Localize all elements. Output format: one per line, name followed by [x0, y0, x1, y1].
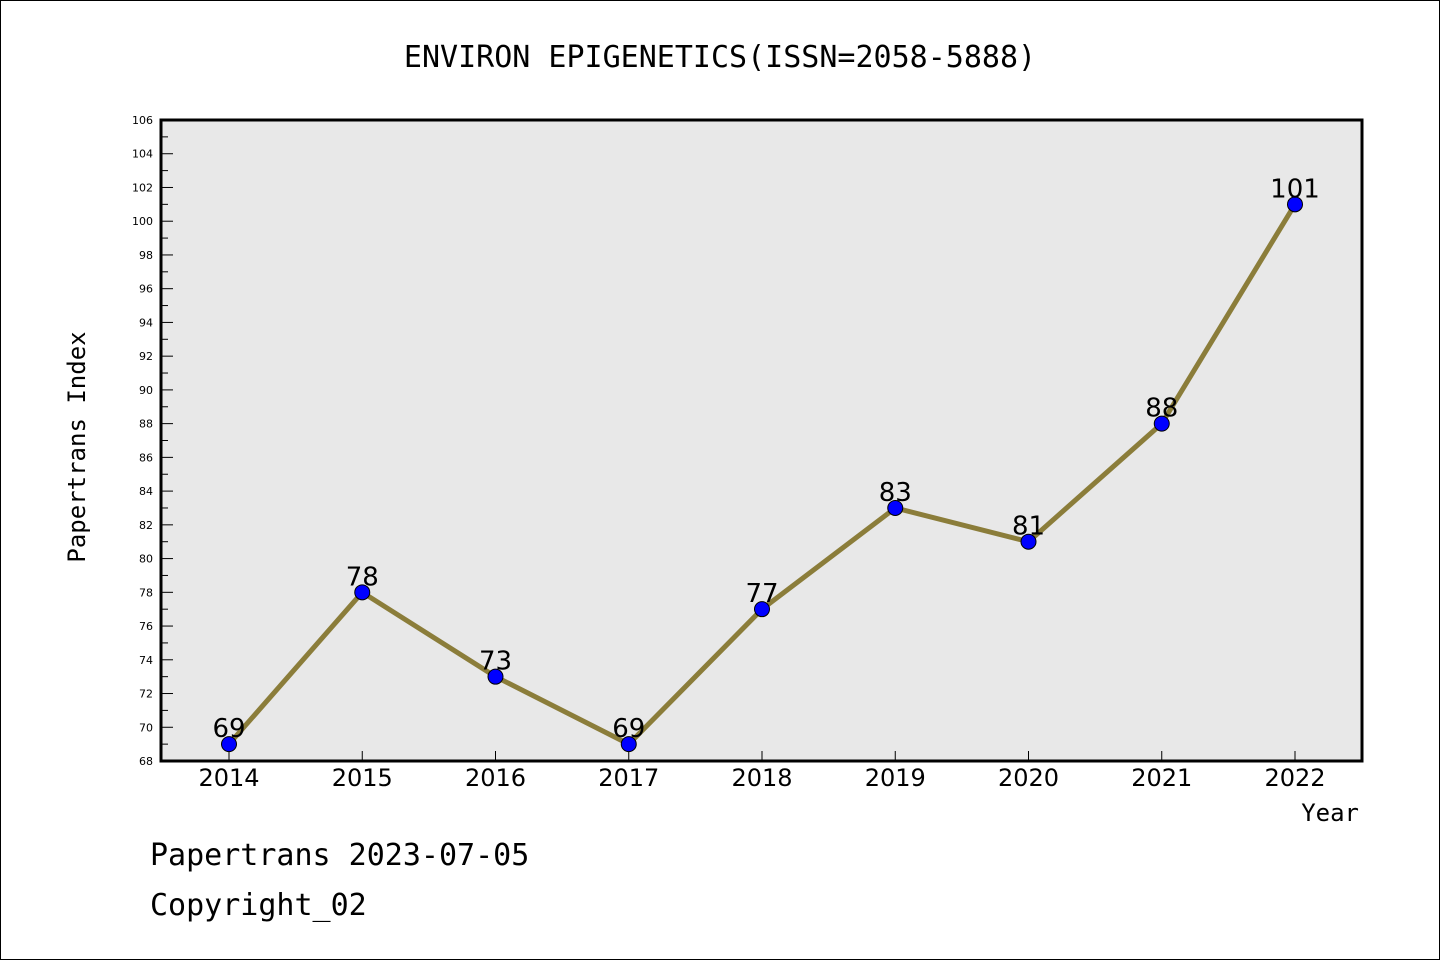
y-tick-label: 104	[132, 148, 153, 161]
x-tick-label: 2021	[1131, 764, 1192, 792]
x-tick-label: 2018	[731, 764, 792, 792]
y-tick-label: 94	[139, 316, 153, 329]
y-tick-label: 70	[139, 721, 153, 734]
data-point	[1153, 415, 1170, 432]
y-tick-label: 88	[139, 418, 153, 431]
y-tick-label: 84	[139, 485, 153, 498]
y-tick-label: 96	[139, 283, 153, 296]
series-points	[221, 196, 1303, 753]
y-tick-label: 98	[139, 249, 153, 262]
data-label: 73	[479, 647, 512, 677]
data-point	[754, 601, 770, 618]
data-point	[487, 668, 504, 685]
y-tick-label: 76	[139, 620, 153, 633]
y-tick-label: 106	[132, 114, 153, 127]
data-label: 69	[612, 714, 645, 744]
data-labels: 69 78 73 69 77 83 81 88 101	[212, 174, 1319, 744]
data-label: 101	[1270, 174, 1320, 204]
y-tick-label: 82	[139, 519, 153, 532]
data-label: 77	[745, 579, 778, 609]
y-tick-label: 80	[139, 553, 153, 566]
footer-date: Papertrans 2023-07-05	[150, 838, 529, 873]
x-tick-label: 2020	[998, 764, 1059, 792]
data-point	[1287, 196, 1303, 213]
y-axis: 68 70 72 74 76 78 80 82 84 86 88 90 92 94 96 98 100 102 10…	[132, 114, 173, 768]
data-label: 78	[346, 562, 379, 592]
x-tick-label: 2015	[332, 764, 393, 792]
y-tick-label: 68	[139, 755, 153, 768]
data-point	[1020, 533, 1037, 550]
chart-title: ENVIRON EPIGENETICS(ISSN=2058-5888)	[404, 40, 1036, 75]
footer-copyright: Copyright_02	[150, 888, 367, 923]
y-tick-label: 72	[139, 688, 153, 701]
y-axis-label: Papertrans Index	[63, 331, 91, 562]
x-axis-label: Year	[1301, 799, 1359, 827]
data-point	[354, 584, 371, 601]
y-tick-label: 102	[132, 181, 153, 194]
y-tick-label: 90	[139, 384, 153, 397]
x-tick-label: 2016	[465, 764, 526, 792]
data-point	[221, 736, 237, 753]
plot-area	[159, 118, 1364, 763]
data-label: 83	[879, 478, 912, 508]
x-tick-label: 2014	[198, 764, 259, 792]
data-label: 69	[212, 714, 245, 744]
y-tick-label: 100	[132, 215, 153, 228]
y-tick-label: 74	[139, 654, 153, 667]
data-label: 88	[1145, 394, 1178, 424]
x-tick-label: 2019	[865, 764, 926, 792]
data-point	[887, 499, 904, 516]
y-tick-label: 78	[139, 586, 153, 599]
x-tick-label: 2017	[598, 764, 659, 792]
x-axis: 2014 2015 2016 2017 2018 2019 2020 2021 2022	[198, 751, 1326, 792]
x-tick-label: 2022	[1264, 764, 1325, 792]
y-tick-label: 86	[139, 451, 153, 464]
y-tick-label: 92	[139, 350, 153, 363]
data-label: 81	[1012, 512, 1045, 542]
data-point	[620, 736, 637, 753]
